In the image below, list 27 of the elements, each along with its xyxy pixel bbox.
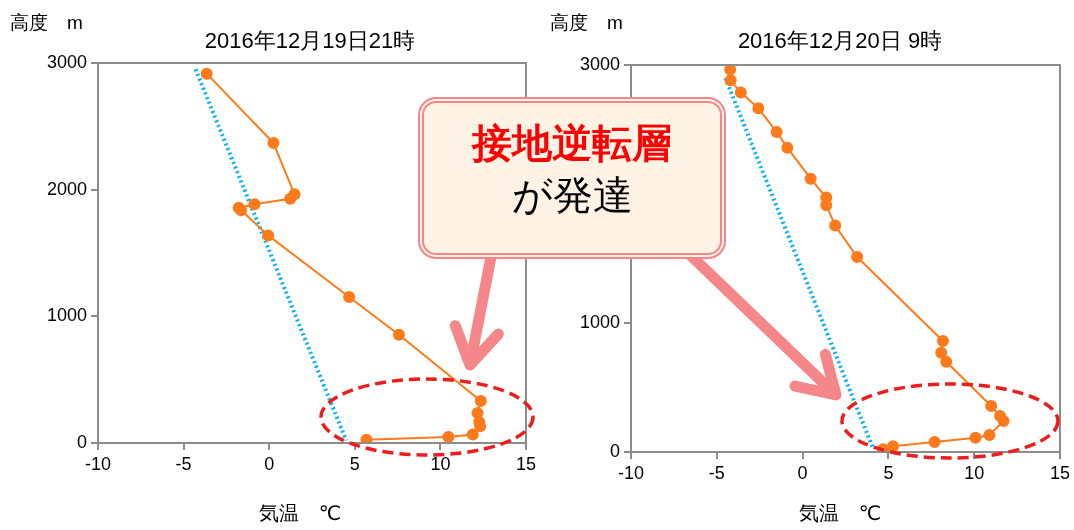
annotation: 接地逆転層: [470, 120, 673, 167]
x-tick-label: 5: [349, 453, 360, 474]
annotation: が発達: [510, 172, 634, 219]
x-axis-title: 気温 ℃: [258, 501, 342, 526]
x-tick-label: 0: [797, 462, 808, 483]
x-tick-label: -5: [708, 462, 725, 483]
x-tick-label: -10: [617, 462, 645, 483]
y-axis-title: 高度 m: [550, 11, 623, 35]
chart-title: 2016年12月19日21時: [204, 27, 416, 55]
y-tick-label: 3000: [579, 53, 620, 74]
x-tick-label: -5: [175, 453, 192, 474]
y-tick-label: 0: [76, 431, 87, 452]
x-tick-label: -10: [84, 453, 112, 474]
chart-title: 2016年12月20日 9時: [737, 27, 943, 55]
y-tick-label: 2000: [46, 178, 87, 199]
x-axis-title: 気温 ℃: [798, 501, 882, 526]
y-tick-label: 0: [609, 440, 620, 461]
x-tick-label: 10: [964, 462, 985, 483]
x-tick-label: 10: [430, 453, 451, 474]
x-tick-label: 5: [883, 462, 894, 483]
y-tick-label: 1000: [579, 311, 620, 332]
x-tick-label: 0: [264, 453, 275, 474]
y-tick-label: 1000: [46, 305, 87, 326]
y-tick-label: 3000: [46, 51, 87, 72]
y-axis-title: 高度 m: [10, 11, 83, 35]
x-tick-label: 15: [1049, 462, 1070, 483]
x-tick-label: 15: [515, 453, 536, 474]
